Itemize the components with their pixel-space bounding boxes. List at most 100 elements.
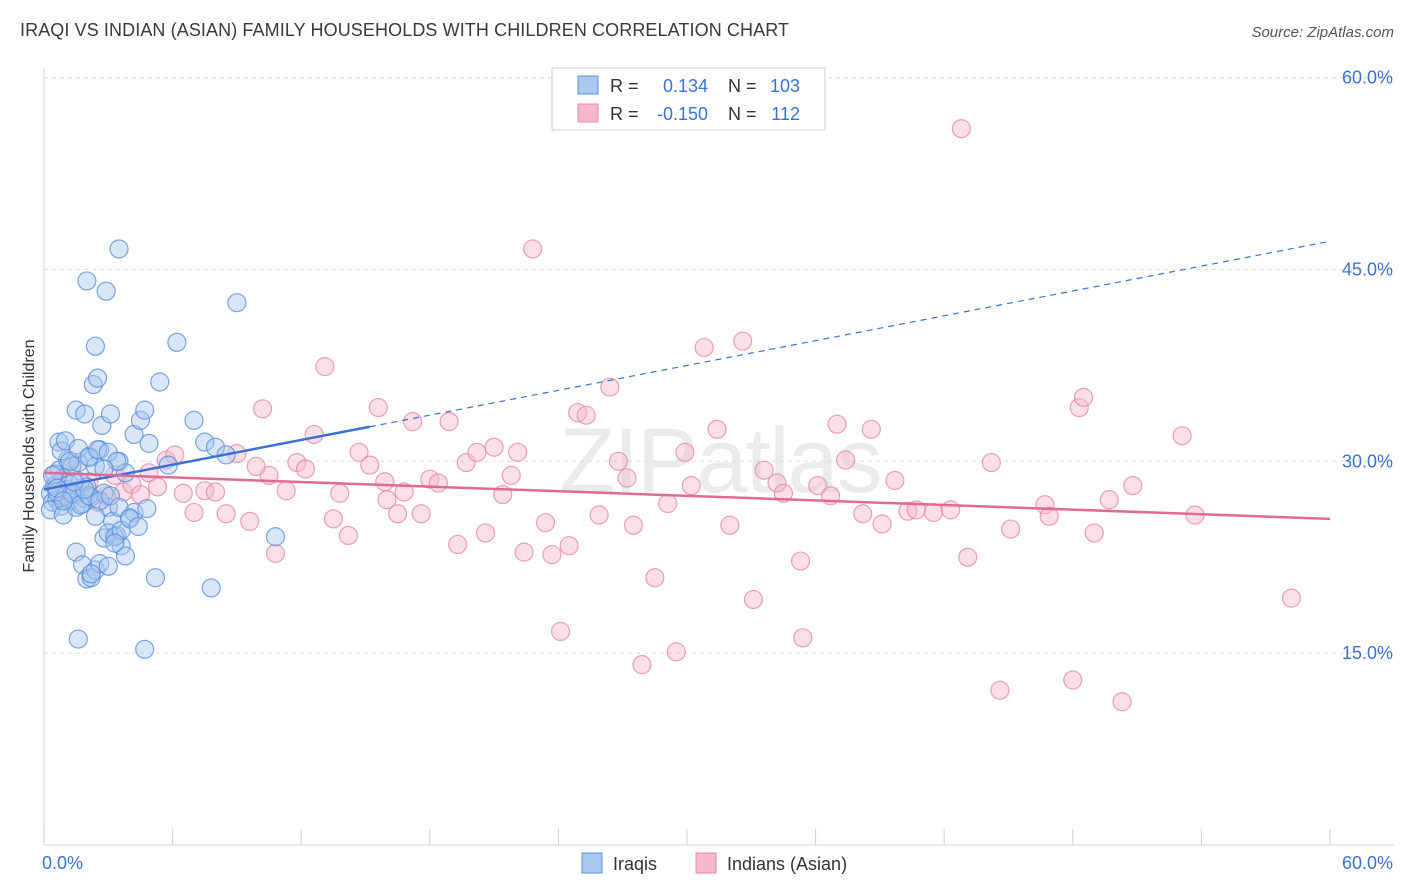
indians-point [1069, 397, 1089, 418]
chart-title: IRAQI VS INDIAN (ASIAN) FAMILY HOUSEHOLD… [20, 20, 790, 40]
indians-point [265, 543, 286, 563]
indians-point [523, 239, 543, 259]
indians-point [675, 442, 695, 462]
indians-point [853, 504, 873, 524]
indians-point [276, 481, 296, 501]
iraqis-point [227, 293, 247, 313]
indians-point [130, 484, 151, 505]
indians-point [872, 514, 892, 534]
iraqis-point [195, 432, 215, 452]
iraqis-point [130, 410, 151, 430]
y-tick-label: 15.0% [1342, 643, 1393, 663]
indians-point [754, 460, 774, 480]
iraqis-trendline-extension [369, 240, 1331, 428]
indians-point [508, 442, 528, 462]
legend-swatch-indians [577, 103, 599, 123]
indians-point [861, 419, 881, 439]
iraqis-point [75, 404, 95, 424]
indians-point [767, 473, 787, 493]
bottom-legend-label-indians: Indians (Asian) [727, 854, 847, 874]
indians-point [808, 475, 828, 496]
indians-point [666, 642, 686, 662]
indians-point [1099, 490, 1119, 510]
iraqis-point [150, 372, 170, 392]
bottom-legend-swatch-iraqis [581, 852, 603, 874]
legend-n-label-indians: N = [728, 104, 757, 124]
legend: R = 0.134 N = 103 R = -0.150 N = 112 [551, 67, 826, 131]
iraqis-point [85, 336, 106, 356]
iraqis-point [105, 533, 125, 553]
indians-point [375, 472, 395, 492]
indians-point [694, 337, 714, 358]
indians-point [448, 534, 468, 555]
indians-point [428, 473, 448, 493]
legend-r-value-iraqis: 0.134 [663, 76, 708, 96]
iraqis-point [90, 491, 110, 511]
indians-point [658, 493, 678, 514]
indians-point [793, 628, 813, 648]
indians-point [733, 331, 753, 351]
indians-point [338, 525, 358, 546]
indians-point [542, 545, 562, 565]
indians-point [981, 452, 1001, 473]
iraqis-point [68, 629, 88, 649]
legend-n-label-iraqis: N = [728, 76, 757, 96]
iraqis-point [139, 433, 159, 453]
indians-point [589, 505, 609, 525]
indians-point [304, 424, 324, 445]
indians-point [216, 504, 236, 524]
indians-point [514, 542, 534, 562]
indians-point [632, 655, 652, 675]
indians-point [923, 502, 944, 523]
indians-point [1123, 475, 1143, 496]
indians-point [941, 500, 961, 520]
indians-point [1281, 588, 1302, 608]
indians-point [315, 357, 335, 377]
indians-point [1172, 426, 1192, 446]
iraqis-point [135, 639, 155, 659]
indians-point [360, 455, 380, 475]
indians-point [827, 414, 847, 434]
indians-point [349, 442, 369, 462]
y-axis-label: Family Households with Children [21, 340, 38, 573]
iraqis-point [85, 506, 106, 526]
iraqis-point [87, 368, 108, 388]
x-tick-label-max: 60.0% [1342, 853, 1393, 873]
iraqis-point [137, 499, 157, 519]
indians-point [645, 568, 665, 588]
bottom-legend: Iraqis Indians (Asian) [581, 852, 847, 874]
indians-point [1001, 519, 1021, 539]
indians-point [535, 513, 556, 533]
iraqis-point [124, 424, 144, 445]
y-tick-label: 30.0% [1342, 451, 1393, 471]
iraqis-point [109, 239, 129, 259]
legend-r-label-iraqis: R = [610, 76, 639, 96]
indians-point [330, 483, 350, 503]
indians-point [885, 470, 905, 491]
indians-point [1112, 692, 1132, 712]
indians-point [253, 399, 273, 419]
indians-point [394, 482, 414, 502]
indians-point [484, 437, 504, 457]
iraqis-point [98, 556, 118, 576]
indians-point [681, 475, 701, 496]
bottom-legend-label-iraqis: Iraqis [613, 854, 657, 874]
iraqis-point [265, 527, 286, 547]
legend-n-value-iraqis: 103 [770, 76, 800, 96]
indians-point [836, 450, 856, 470]
indians-point [439, 412, 459, 432]
iraqis-point [145, 568, 166, 588]
indians-point [368, 397, 388, 418]
iraqis-point [81, 564, 101, 584]
source-label: Source: ZipAtlas.com [1251, 24, 1394, 41]
indians-point [240, 511, 260, 532]
indians-point [707, 419, 727, 439]
indians-point [475, 523, 496, 543]
indians-point [246, 456, 266, 477]
indians-point [951, 119, 971, 139]
indians-point [173, 483, 193, 503]
indians-point [184, 502, 204, 523]
iraqis-point [128, 516, 148, 537]
legend-r-label-indians: R = [610, 104, 639, 124]
indians-point [790, 551, 811, 571]
